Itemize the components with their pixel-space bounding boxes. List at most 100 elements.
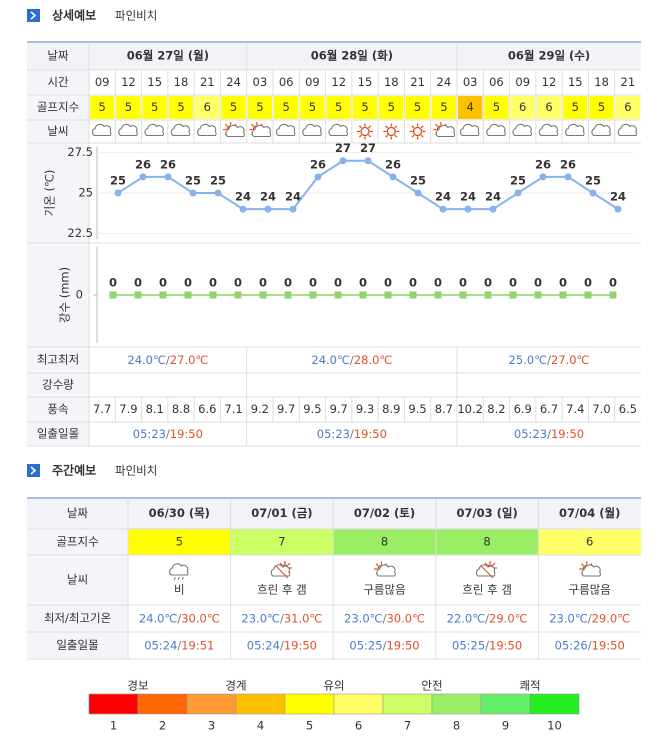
golf-index-cell	[538, 529, 641, 555]
golf-index: 5	[282, 100, 289, 114]
golf-index-cell	[615, 96, 640, 119]
time-label: 12	[121, 75, 136, 89]
row-label: 일출일몰	[37, 427, 79, 441]
rain-point	[534, 291, 542, 299]
golf-index-cell	[142, 96, 167, 119]
rain-label: 0	[409, 276, 417, 290]
rain-drop	[173, 576, 176, 581]
legend-group-label: 경계	[225, 679, 246, 693]
label-column-bg	[27, 70, 89, 446]
cloud-icon	[251, 124, 272, 138]
separator: /	[166, 353, 170, 367]
rain-label: 0	[484, 276, 492, 290]
cloud-icon	[581, 564, 602, 577]
sun-ray	[411, 125, 415, 129]
wind-speed: 6.5	[619, 402, 637, 416]
sunrise-sunset: 05:24/19:50	[247, 638, 317, 652]
value-start: 05:25	[452, 638, 485, 652]
temp-point	[514, 189, 522, 197]
time-label: 24	[437, 75, 452, 89]
sunrise-sunset: 05:23/19:50	[514, 427, 584, 441]
date-label: 07/01 (금)	[251, 506, 312, 520]
golf-index: 5	[177, 100, 184, 114]
golf-index-cell	[435, 529, 539, 555]
temp-point	[489, 205, 497, 213]
golf-index-cell	[230, 529, 334, 555]
time-label: 09	[515, 75, 530, 89]
golf-index: 5	[335, 100, 342, 114]
value-start: 05:24	[247, 638, 280, 652]
value-end: 19:50	[170, 427, 203, 441]
golf-index-cell	[589, 96, 614, 119]
rain-point	[284, 291, 292, 299]
cloud-icon	[169, 563, 189, 576]
wind-speed: 8.9	[382, 402, 400, 416]
wind-speed: 8.1	[146, 402, 164, 416]
rain-label: 0	[309, 276, 317, 290]
temp-point	[339, 157, 347, 165]
row-label: 시간	[47, 75, 69, 89]
value-start: 05:24	[144, 638, 177, 652]
wind-speed: 10.2	[457, 402, 483, 416]
temp-label: 25	[185, 174, 201, 188]
section-title: 주간예보	[52, 463, 96, 478]
legend-number: 2	[159, 719, 166, 733]
cloud-icon	[538, 123, 559, 137]
temp-point	[564, 173, 572, 181]
rain-label: 0	[334, 276, 342, 290]
date-label: 06월 29일 (수)	[508, 49, 590, 63]
rain-label: 0	[559, 276, 567, 290]
rain-label: 0	[209, 276, 217, 290]
value-end: 27.0℃	[170, 353, 209, 367]
cloud-icon	[376, 564, 396, 577]
golf-index: 5	[98, 100, 105, 114]
sun-ray	[420, 134, 424, 138]
legend-swatch	[137, 693, 188, 715]
separator: /	[280, 638, 284, 652]
legend-swatch	[186, 693, 237, 715]
date-label: 06월 28일 (화)	[311, 49, 393, 63]
time-label: 06	[489, 75, 504, 89]
temp-point	[164, 173, 172, 181]
weather-label: 구름많음	[363, 583, 405, 597]
legend-number: 4	[257, 719, 264, 733]
rain-label: 0	[234, 276, 242, 290]
legend-number: 5	[306, 719, 313, 733]
golf-index: 5	[440, 100, 447, 114]
rain-label: 0	[284, 276, 292, 290]
section-title: 상세예보	[52, 8, 96, 23]
value-end: 19:51	[181, 638, 214, 652]
legend-group-label: 안전	[421, 679, 442, 693]
sunrise-sunset: 05:25/19:50	[452, 638, 522, 652]
value-end: 29.0℃	[592, 611, 631, 625]
golf-index: 8	[381, 535, 388, 549]
temp-point	[389, 173, 397, 181]
rain-point	[334, 291, 342, 299]
time-label: 03	[253, 75, 268, 89]
golf-index: 5	[309, 100, 316, 114]
golf-index-cell	[333, 529, 436, 555]
golf-index: 6	[586, 535, 593, 549]
separator: /	[485, 611, 489, 625]
rain-label: 0	[134, 276, 142, 290]
temp-label: 26	[160, 157, 176, 171]
golf-index-cell	[326, 96, 351, 119]
y-tick-label: 27.5	[67, 145, 93, 159]
golf-index-cell	[128, 529, 231, 555]
rain-label: 0	[109, 276, 117, 290]
date-label: 06/30 (목)	[149, 506, 210, 520]
separator: /	[383, 611, 387, 625]
slash	[480, 565, 494, 579]
legend-swatch	[431, 693, 482, 715]
cloud-icon	[170, 123, 191, 137]
row-label: 날씨	[67, 573, 88, 587]
golf-index: 5	[151, 100, 158, 114]
wind-speed: 7.0	[592, 402, 610, 416]
wind-speed: 7.7	[93, 402, 111, 416]
temp-label: 24	[610, 190, 626, 204]
temp-label: 26	[560, 157, 576, 171]
legend-number: 3	[208, 719, 215, 733]
cloud-icon	[435, 124, 456, 138]
golf-index-cell	[300, 96, 325, 119]
